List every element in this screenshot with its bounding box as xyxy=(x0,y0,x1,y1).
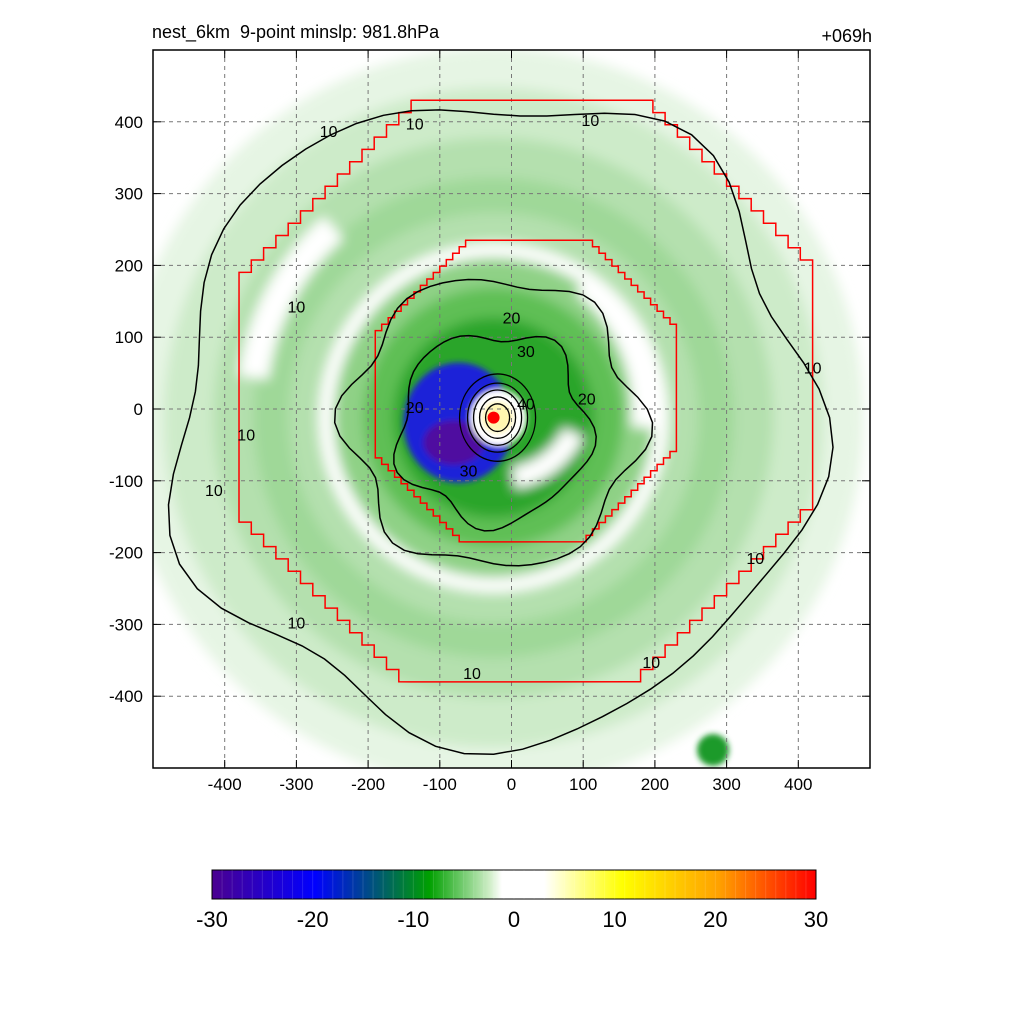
contour-lines xyxy=(167,109,834,755)
contour-label: 30 xyxy=(460,463,478,480)
contour-label: 10 xyxy=(581,113,599,130)
field-gap xyxy=(238,216,344,380)
plot-title: nest_6km 9-point minslp: 981.8hPa xyxy=(152,22,440,42)
contour-line xyxy=(333,278,654,567)
contour-eyewall xyxy=(458,373,537,462)
contour-line xyxy=(167,109,834,755)
contour-eyewall xyxy=(472,389,523,446)
contour-label: 20 xyxy=(406,400,424,417)
contour-label: 10 xyxy=(320,124,338,141)
field-core-purple xyxy=(423,420,484,465)
contour-label: 10 xyxy=(642,655,660,672)
colorbar-tick-label: 0 xyxy=(508,907,520,932)
contour-line xyxy=(393,334,597,532)
colorbar: -30 -20 -10 0 10 20 30 xyxy=(196,869,828,932)
colorbar-tick-label: -20 xyxy=(297,907,329,932)
y-tick-label: -300 xyxy=(109,615,143,634)
x-tick-label: 200 xyxy=(641,775,669,794)
contour-label: 30 xyxy=(517,344,535,361)
nest-boundary-inner xyxy=(374,239,678,543)
field-gap xyxy=(511,427,584,489)
forecast-hour-label: +069h xyxy=(821,26,872,46)
colorbar-tick-label: 20 xyxy=(703,907,727,932)
contour-label: 10 xyxy=(288,300,306,317)
contour-label: 10 xyxy=(237,428,255,445)
colorbar-tick-label: -10 xyxy=(397,907,429,932)
contour-eyewall xyxy=(466,382,529,453)
colorbar-tick-label: 10 xyxy=(602,907,626,932)
y-tick-label: -100 xyxy=(109,472,143,491)
x-tick-label: -200 xyxy=(351,775,385,794)
contour-label: 40 xyxy=(517,397,535,414)
colorbar-tick-label: 30 xyxy=(804,907,828,932)
x-tick-label: -300 xyxy=(279,775,313,794)
colorbar-bar xyxy=(211,869,817,900)
field-blob xyxy=(697,734,729,766)
contour-label: 10 xyxy=(205,483,223,500)
contour-eyewall xyxy=(484,403,511,433)
y-tick-label: -400 xyxy=(109,687,143,706)
x-tick-label: -400 xyxy=(208,775,242,794)
contour-label: 10 xyxy=(746,551,764,568)
contour-label: 20 xyxy=(578,392,596,409)
contour-label: 20 xyxy=(503,310,521,327)
storm-center-marker xyxy=(487,411,500,424)
x-tick-label: 100 xyxy=(569,775,597,794)
contour-label: 10 xyxy=(288,616,306,633)
contour-label: 10 xyxy=(463,666,481,683)
x-tick-label: -100 xyxy=(423,775,457,794)
nest-boundaries xyxy=(238,99,814,683)
y-tick-label: -200 xyxy=(109,544,143,563)
colorbar-tick-label: -30 xyxy=(196,907,228,932)
y-tick-label: 200 xyxy=(115,256,143,275)
contour-label: 10 xyxy=(804,361,822,378)
nest-boundary-outer xyxy=(238,99,814,683)
contour-label: 10 xyxy=(406,117,424,134)
x-tick-label: 400 xyxy=(784,775,812,794)
contour-labels: 10 10 10 10 10 10 10 10 10 10 10 20 20 20 30 30 40 xyxy=(205,113,822,683)
vorticity-field xyxy=(153,50,870,768)
y-tick-label: 0 xyxy=(134,400,143,419)
y-tick-label: 300 xyxy=(115,185,143,204)
x-tick-label: 300 xyxy=(712,775,740,794)
y-tick-label: 100 xyxy=(115,328,143,347)
axis-ticks: -400 -300 -200 -100 0 100 200 300 40040030020010… xyxy=(109,50,870,794)
y-tick-label: 400 xyxy=(115,113,143,132)
x-tick-label: 0 xyxy=(507,775,516,794)
contour-eyewall xyxy=(478,396,517,439)
